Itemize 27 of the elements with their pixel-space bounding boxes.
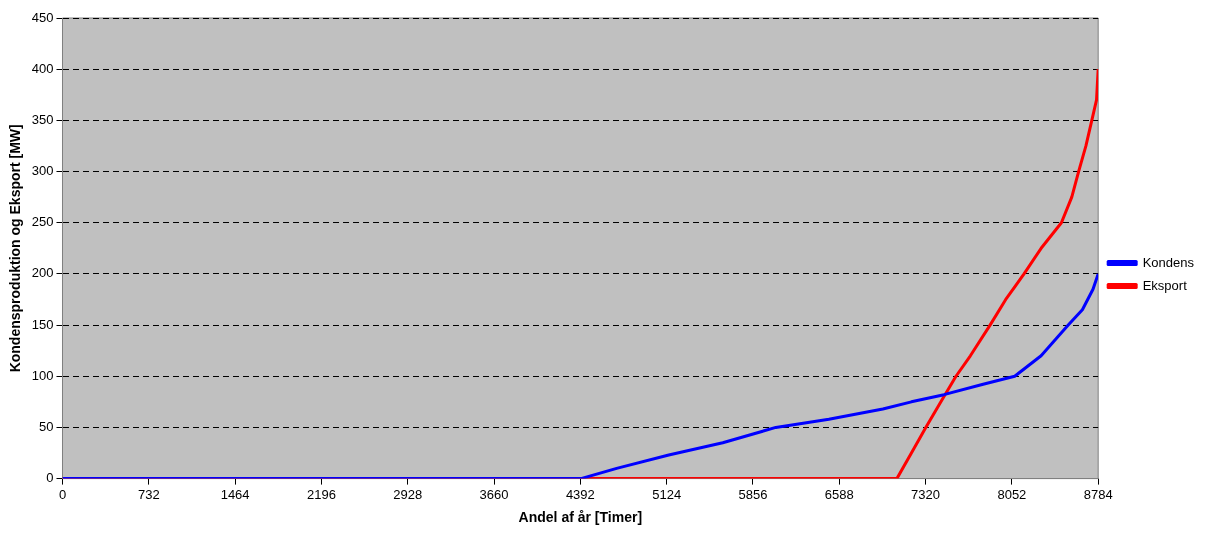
y-tick-label: 350 <box>31 111 54 127</box>
x-tick-label: 8052 <box>997 486 1027 502</box>
y-tick-label: 250 <box>31 214 54 230</box>
x-tick-label: 732 <box>137 486 160 502</box>
y-axis-title: Kondensproduktion og Eksport [MW] <box>7 124 24 373</box>
x-tick-label: 4392 <box>565 486 595 502</box>
x-tick-label: 6588 <box>824 486 854 502</box>
legend-label: Eksport <box>1142 277 1188 293</box>
legend-label: Kondens <box>1142 254 1195 270</box>
x-tick-label: 2196 <box>306 486 336 502</box>
y-tick-label: 150 <box>31 316 54 332</box>
x-axis-title: Andel af år [Timer] <box>518 509 643 526</box>
y-tick-label: 200 <box>31 265 54 281</box>
y-tick-label: 400 <box>31 60 54 76</box>
x-tick-label: 5124 <box>652 486 682 502</box>
x-tick-label: 0 <box>58 486 67 502</box>
y-tick-label: 100 <box>31 367 54 383</box>
x-tick-label: 1464 <box>220 486 250 502</box>
x-tick-label: 2928 <box>393 486 423 502</box>
x-tick-label: 5856 <box>738 486 768 502</box>
x-tick-label: 7320 <box>911 486 941 502</box>
y-tick-label: 450 <box>31 9 54 25</box>
y-tick-label: 50 <box>39 419 54 434</box>
y-tick-label: 0 <box>46 470 54 486</box>
y-tick-label: 300 <box>31 163 54 179</box>
x-tick-label: 3660 <box>479 486 509 502</box>
x-tick-label: 8784 <box>1083 486 1113 502</box>
